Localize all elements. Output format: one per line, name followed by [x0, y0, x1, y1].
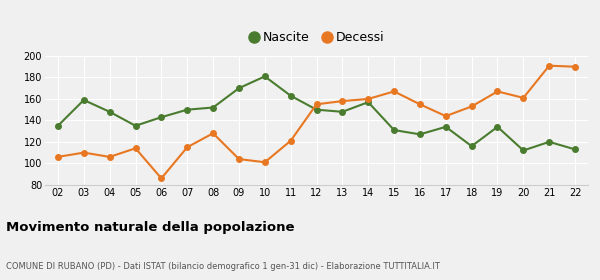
Text: COMUNE DI RUBANO (PD) - Dati ISTAT (bilancio demografico 1 gen-31 dic) - Elabora: COMUNE DI RUBANO (PD) - Dati ISTAT (bila…	[6, 262, 440, 271]
Text: Movimento naturale della popolazione: Movimento naturale della popolazione	[6, 221, 295, 234]
Legend: Nascite, Decessi: Nascite, Decessi	[244, 26, 389, 49]
